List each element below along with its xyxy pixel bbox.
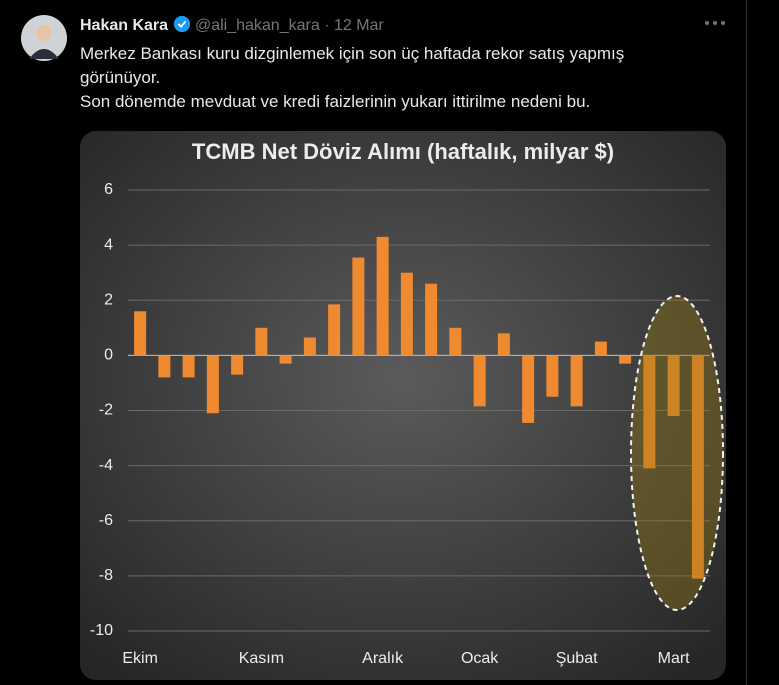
bar: [303, 337, 316, 356]
y-tick-label: 4: [104, 236, 113, 253]
chart-title: TCMB Net Döviz Alımı (haftalık, milyar $…: [192, 139, 614, 164]
bar: [158, 355, 171, 378]
bar: [522, 355, 535, 423]
paragraph: Merkez Bankası kuru dizginlemek için son…: [80, 44, 625, 87]
x-tick-label: Ekim: [122, 650, 158, 667]
y-tick-label: -8: [99, 567, 113, 584]
bar: [279, 355, 292, 364]
bar: [231, 355, 244, 375]
y-tick-label: -6: [99, 512, 113, 529]
bar: [570, 355, 583, 407]
more-button[interactable]: [704, 18, 726, 28]
separator: ·: [324, 17, 330, 34]
highlight-ellipse: [630, 295, 724, 611]
bar: [206, 355, 219, 414]
y-tick-label: -10: [90, 622, 113, 639]
x-tick-label: Mart: [658, 650, 691, 667]
verified-badge: [173, 15, 190, 33]
bar: [328, 304, 341, 356]
date[interactable]: 12 Mar: [333, 17, 384, 34]
bar: [425, 283, 438, 356]
y-tick-label: 6: [104, 181, 113, 198]
bar: [400, 272, 413, 356]
tweet-text: Merkez Bankası kuru dizginlemek için son…: [80, 42, 705, 114]
y-tick-label: 2: [104, 291, 113, 308]
y-tick-label: 0: [104, 347, 113, 364]
tweet-header: Hakan Kara @ali_hakan_kara · 12 Mar: [80, 15, 384, 35]
bar: [594, 341, 607, 356]
bar: [255, 327, 268, 356]
column-border: [746, 0, 747, 685]
bar: [619, 355, 632, 364]
x-tick-label: Ocak: [461, 650, 499, 667]
x-tick-label: Şubat: [556, 650, 598, 667]
avatar[interactable]: [21, 15, 67, 61]
chart-background: [80, 131, 726, 680]
bar: [546, 355, 559, 397]
bar: [352, 257, 365, 356]
x-tick-label: Kasım: [239, 650, 284, 667]
bar: [643, 355, 656, 469]
bar: [473, 355, 486, 407]
author-name[interactable]: Hakan Kara: [80, 17, 169, 34]
chart-image[interactable]: TCMB Net Döviz Alımı (haftalık, milyar $…: [80, 131, 726, 680]
handle[interactable]: @ali_hakan_kara: [194, 17, 320, 34]
bar: [182, 355, 195, 378]
bar: [667, 355, 680, 417]
y-tick-label: -2: [99, 402, 113, 419]
y-tick-label: -4: [99, 457, 113, 474]
bar: [497, 333, 510, 356]
bar: [134, 311, 147, 356]
chart: TCMB Net Döviz Alımı (haftalık, milyar $…: [80, 131, 726, 680]
paragraph: Son dönemde mevduat ve kredi faizlerinin…: [80, 92, 591, 111]
bar: [691, 355, 704, 579]
bar: [449, 327, 462, 356]
x-tick-label: Aralık: [362, 650, 404, 667]
bar: [376, 236, 389, 356]
